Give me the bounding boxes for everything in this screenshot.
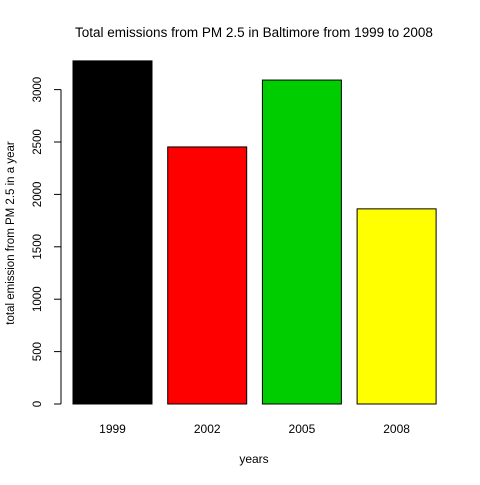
chart-title: Total emissions from PM 2.5 in Baltimore… [75, 25, 433, 40]
y-tick-label: 500 [32, 342, 44, 361]
bar-2005 [261, 79, 342, 405]
y-tick-label: 2000 [32, 182, 44, 208]
y-axis-label: total emission from PM 2.5 in a year [5, 141, 17, 325]
x-tick-label: 2002 [194, 422, 221, 436]
bar-2008 [356, 208, 437, 405]
bars-group [72, 60, 437, 405]
x-tick-label: 2005 [289, 422, 316, 436]
bar-1999 [72, 60, 153, 405]
bar-2002 [167, 146, 248, 405]
y-tick-label: 1500 [32, 234, 44, 260]
x-tick-labels: 1999 2002 2005 2008 [99, 422, 410, 436]
y-tick-label: 3000 [32, 77, 44, 103]
y-tick-label: 2500 [32, 129, 44, 155]
x-axis-label: years [239, 452, 268, 466]
y-tick-label: 1000 [32, 286, 44, 312]
y-axis: 0 500 1000 1500 2000 2500 3000 [32, 77, 62, 407]
x-tick-label: 1999 [99, 422, 126, 436]
y-tick-label: 0 [32, 401, 44, 407]
x-tick-label: 2008 [383, 422, 410, 436]
